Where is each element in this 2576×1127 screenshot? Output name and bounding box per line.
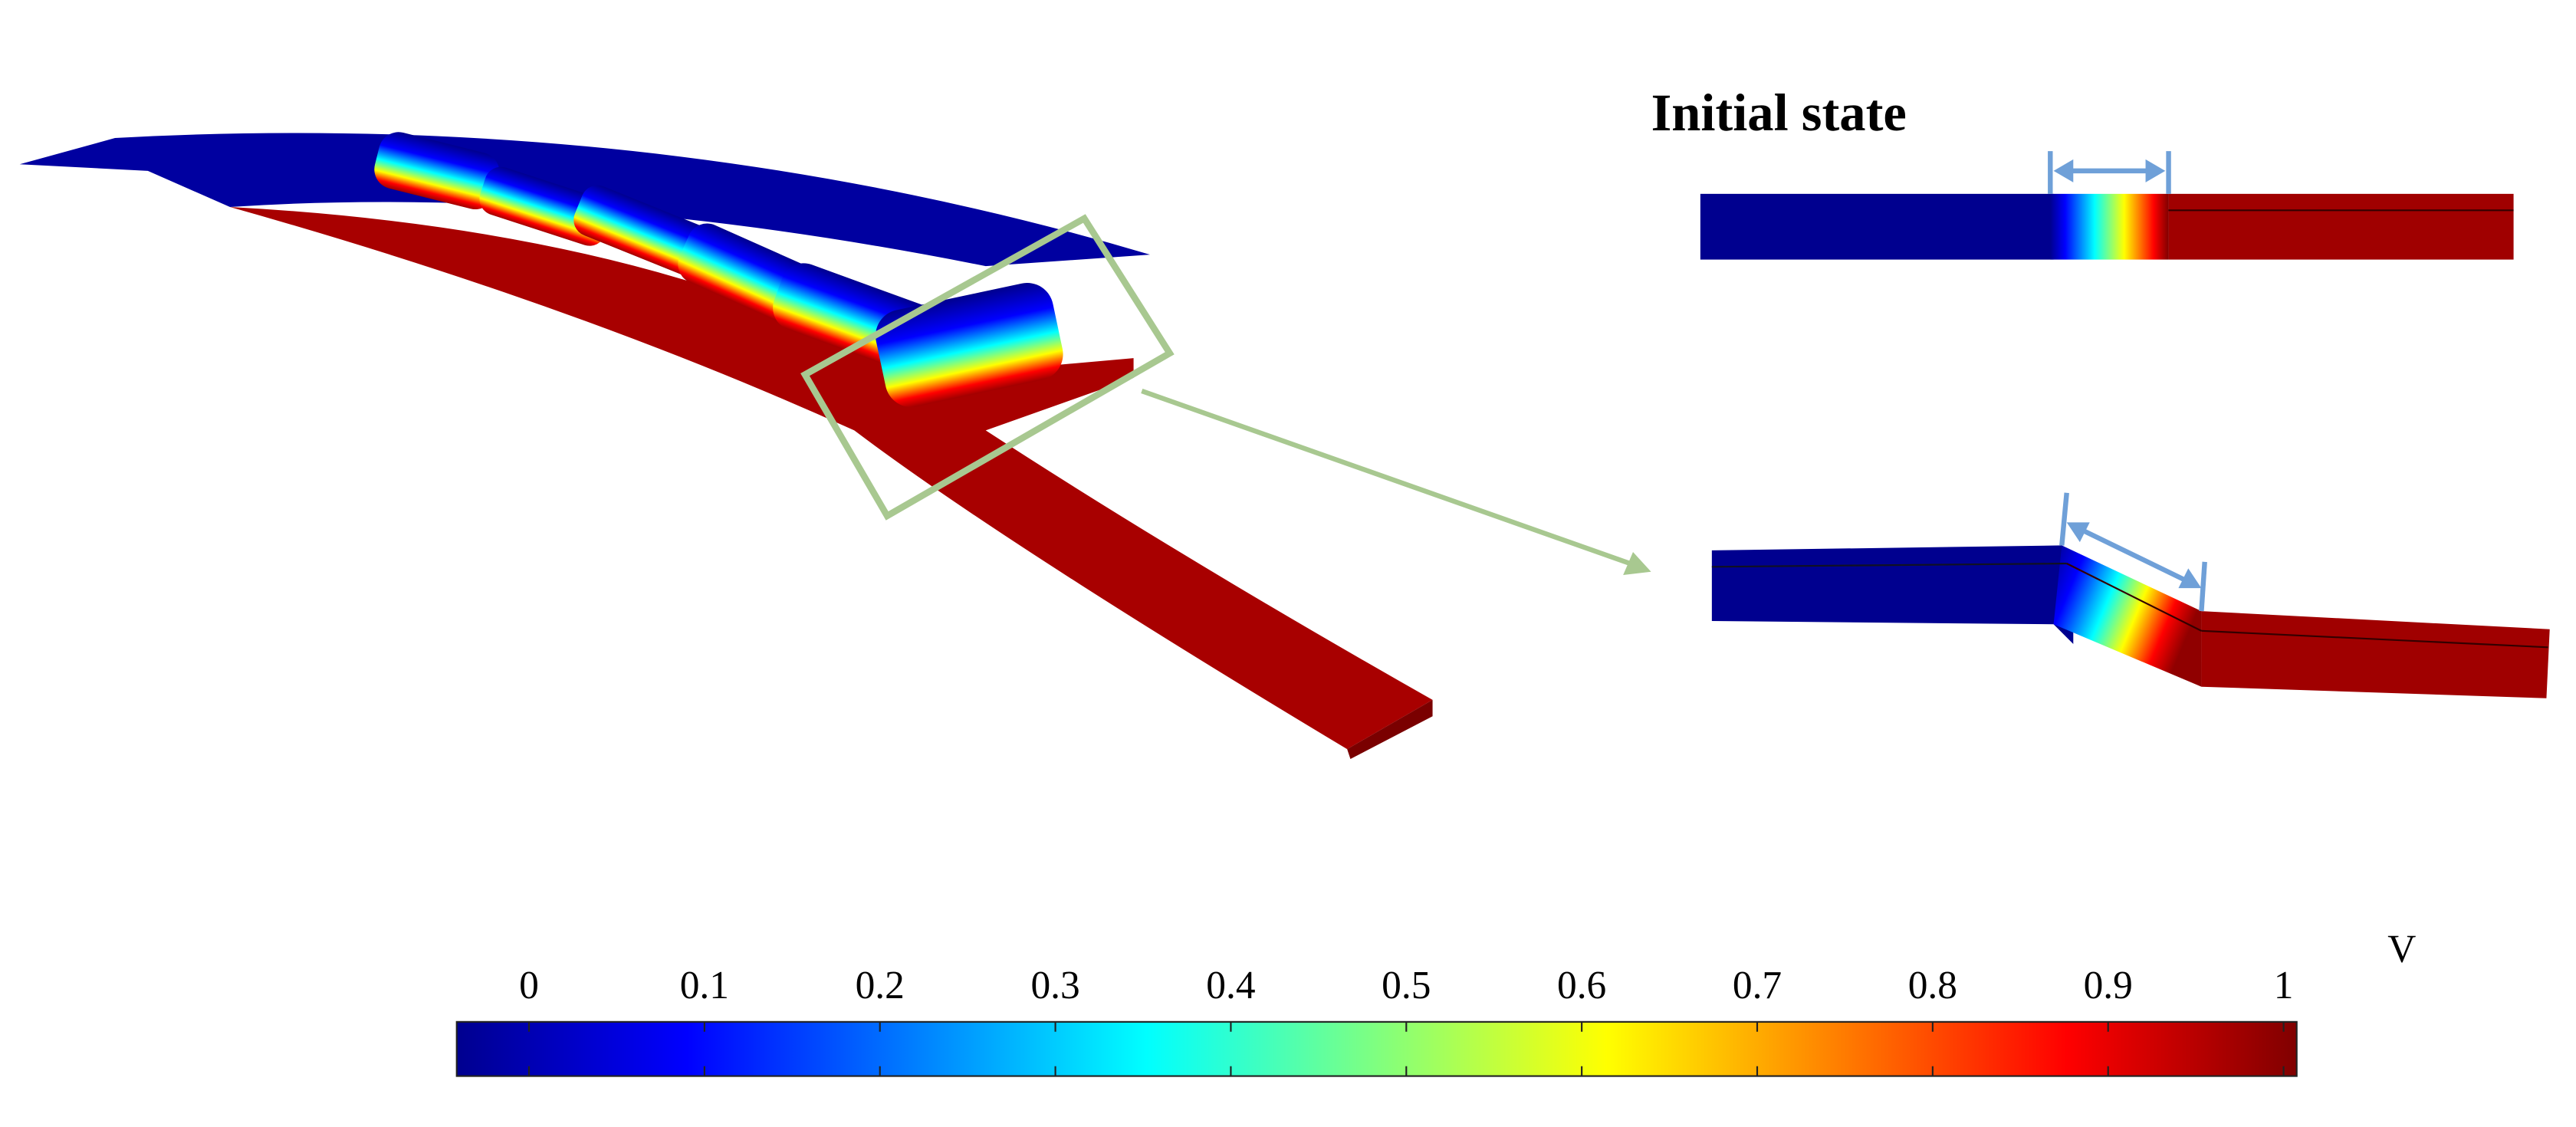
- colorbar: V 0 0.1 0.2 0.3 0.4 0.5 0.6 0.7 0.8 0.9 1: [455, 928, 2416, 1077]
- zoom-box: [800, 214, 1175, 521]
- colorbar-tick-label: 0.1: [680, 964, 729, 1007]
- colorbar-tick-label: 0.3: [1030, 964, 1079, 1007]
- state-label: Initial state: [1651, 84, 1907, 142]
- colorbar-tick-label: 0.6: [1557, 964, 1606, 1007]
- zoom-arrow: [1141, 388, 1651, 575]
- colorbar-tick-label: 0.7: [1733, 964, 1782, 1007]
- colorbar-tick-label: 0.4: [1206, 964, 1255, 1007]
- colorbar-unit: V: [2387, 928, 2416, 971]
- colorbar-tick-label: 0.5: [1382, 964, 1431, 1007]
- colorbar-tick-label: 0.8: [1908, 964, 1957, 1007]
- colorbar-tick-label: 1: [2274, 964, 2294, 1007]
- colorbar-tick-label: 0.2: [856, 964, 905, 1007]
- strip-initial: [1700, 151, 2514, 260]
- colorbar-tick-label: 0.9: [2084, 964, 2133, 1007]
- model-3d: [19, 132, 1433, 759]
- strip-deformed: [1711, 492, 2550, 698]
- colorbar-tick-label: 0: [519, 964, 539, 1007]
- colorbar-ramp: [455, 1020, 2298, 1077]
